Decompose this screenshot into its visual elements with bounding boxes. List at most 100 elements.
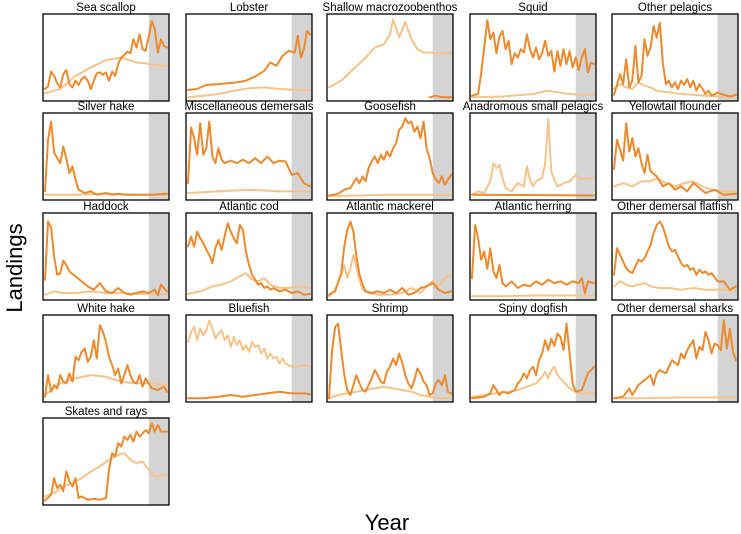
shaded-period — [432, 213, 453, 300]
shaded-period — [717, 14, 738, 101]
series-light-line — [44, 290, 168, 296]
x-axis-label: Year — [365, 510, 409, 534]
panel-title: Silver hake — [78, 101, 135, 113]
panel-title: Sea scallop — [76, 2, 135, 14]
series-dark-line — [44, 120, 168, 196]
panel-frame — [42, 212, 170, 301]
panel-frame — [42, 417, 170, 506]
panel-title: Haddock — [83, 201, 129, 213]
panel-title: Miscellaneous demersals — [184, 101, 313, 113]
panel-frame — [326, 112, 454, 201]
panel-title: Anadromous small pelagics — [463, 101, 604, 113]
panel-atlantic-herring: Atlantic herring — [469, 201, 597, 301]
series-dark-line — [613, 122, 737, 196]
panel-frame — [185, 13, 313, 102]
panel-title: Atlantic cod — [219, 201, 278, 213]
series-dark-line — [471, 322, 595, 400]
panel-frame — [469, 212, 597, 301]
series-dark-line — [328, 117, 452, 197]
panel-atlantic-mackerel: Atlantic mackerel — [326, 201, 454, 301]
shaded-period — [291, 213, 312, 300]
panel-goosefish: Goosefish — [326, 101, 454, 201]
series-light-line — [328, 193, 452, 198]
panel-title: Spiny dogfish — [498, 303, 567, 315]
series-dark-line — [44, 422, 168, 502]
panel-frame — [469, 13, 597, 102]
panel-title: Skates and rays — [65, 406, 148, 418]
panel-title: Squid — [518, 2, 547, 14]
shaded-period — [575, 113, 596, 200]
panel-frame — [611, 13, 739, 102]
series-dark-line — [328, 220, 452, 296]
panel-title: White hake — [77, 303, 135, 315]
shaded-period — [148, 418, 169, 505]
panel-frame — [42, 314, 170, 403]
panel-title: Other demersal flatfish — [617, 201, 733, 213]
series-light-line — [613, 81, 737, 98]
series-light-line — [613, 396, 737, 400]
panel-shrimp: Shrimp — [326, 303, 454, 403]
panel-squid: Squid — [469, 2, 597, 102]
panel-frame — [185, 212, 313, 301]
series-dark-line — [471, 19, 595, 97]
shaded-period — [717, 213, 738, 300]
series-light-line — [471, 89, 595, 99]
shaded-period — [148, 213, 169, 300]
panel-frame — [326, 314, 454, 403]
panel-title: Shrimp — [372, 303, 408, 315]
panel-title: Goosefish — [364, 101, 416, 113]
panel-title: Atlantic herring — [495, 201, 572, 213]
panel-skates-and-rays: Skates and rays — [42, 406, 170, 506]
panel-title: Lobster — [230, 2, 269, 14]
series-light-line — [471, 118, 595, 196]
series-dark-line — [187, 222, 311, 296]
series-dark-line — [187, 29, 311, 91]
panel-frame — [611, 112, 739, 201]
series-light-line — [328, 18, 452, 89]
shaded-period — [291, 315, 312, 402]
series-dark-line — [44, 20, 168, 90]
panel-frame — [469, 112, 597, 201]
shaded-period — [148, 14, 169, 101]
series-dark-line — [613, 220, 737, 291]
panel-frame — [611, 212, 739, 301]
panel-title: Other demersal sharks — [617, 303, 734, 315]
series-light-line — [187, 319, 311, 368]
series-dark-line — [613, 319, 737, 400]
panel-shallow-macrozoobenthos: Shallow macrozoobenthos — [323, 2, 458, 102]
panel-other-pelagics: Other pelagics — [611, 2, 739, 102]
panel-title: Shallow macrozoobenthos — [323, 2, 458, 14]
panel-anadromous-small-pelagics: Anadromous small pelagics — [463, 101, 604, 201]
panel-bluefish: Bluefish — [185, 303, 313, 403]
panel-grid: Sea scallop Lobster Shallow macrozoobentho… — [42, 2, 739, 506]
panel-title: Bluefish — [229, 303, 270, 315]
panel-white-hake: White hake — [42, 303, 170, 403]
panel-title: Atlantic mackerel — [346, 201, 434, 213]
panel-haddock: Haddock — [42, 201, 170, 301]
panel-atlantic-cod: Atlantic cod — [185, 201, 313, 301]
series-light-line — [44, 56, 168, 95]
shaded-period — [432, 113, 453, 200]
panel-sea-scallop: Sea scallop — [42, 2, 170, 102]
shaded-period — [148, 315, 169, 402]
panel-frame — [42, 112, 170, 201]
panel-spiny-dogfish: Spiny dogfish — [469, 303, 597, 403]
panel-silver-hake: Silver hake — [42, 101, 170, 201]
series-light-line — [44, 452, 168, 498]
series-light-line — [471, 294, 595, 298]
shaded-period — [575, 315, 596, 402]
shaded-period — [148, 113, 169, 200]
panel-frame — [185, 112, 313, 201]
series-dark-line — [328, 322, 452, 400]
panel-frame — [185, 314, 313, 403]
panel-other-demersal-sharks: Other demersal sharks — [611, 303, 739, 403]
panel-frame — [42, 13, 170, 102]
series-dark-line — [187, 120, 311, 188]
panel-lobster: Lobster — [185, 2, 313, 102]
panel-other-demersal-flatfish: Other demersal flatfish — [611, 201, 739, 301]
series-light-line — [187, 272, 311, 295]
series-dark-line — [613, 21, 737, 98]
series-dark-line — [44, 220, 168, 297]
panel-frame — [326, 212, 454, 301]
shaded-period — [432, 315, 453, 402]
